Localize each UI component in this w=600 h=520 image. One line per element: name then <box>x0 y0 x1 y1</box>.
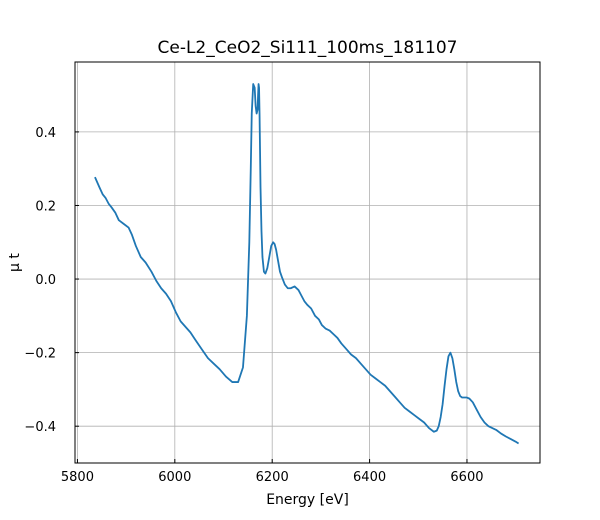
y-tick-label: −0.4 <box>24 420 56 435</box>
x-tick-label: 6400 <box>353 470 386 485</box>
x-axis-label: Energy [eV] <box>266 492 349 508</box>
x-tick-label: 5800 <box>61 470 94 485</box>
ticks: 5800 6000 6200 6400 6600 −0.4 −0.2 0.0 0.2 0.4 <box>24 126 483 485</box>
x-tick-label: 6200 <box>256 470 289 485</box>
series-lines <box>94 83 520 445</box>
y-tick-label: 0.0 <box>35 273 56 288</box>
chart-title: Ce-L2_CeO2_Si111_100ms_181107 <box>158 38 458 58</box>
y-axis-label: μ t <box>7 253 23 272</box>
grid-lines <box>75 62 540 463</box>
y-tick-label: −0.2 <box>24 347 56 362</box>
series-line <box>94 83 520 445</box>
plot-frame <box>74 61 541 464</box>
x-tick-label: 6000 <box>158 470 191 485</box>
y-tick-label: 0.4 <box>35 126 56 141</box>
x-tick-label: 6600 <box>450 470 483 485</box>
y-tick-label: 0.2 <box>35 199 56 214</box>
